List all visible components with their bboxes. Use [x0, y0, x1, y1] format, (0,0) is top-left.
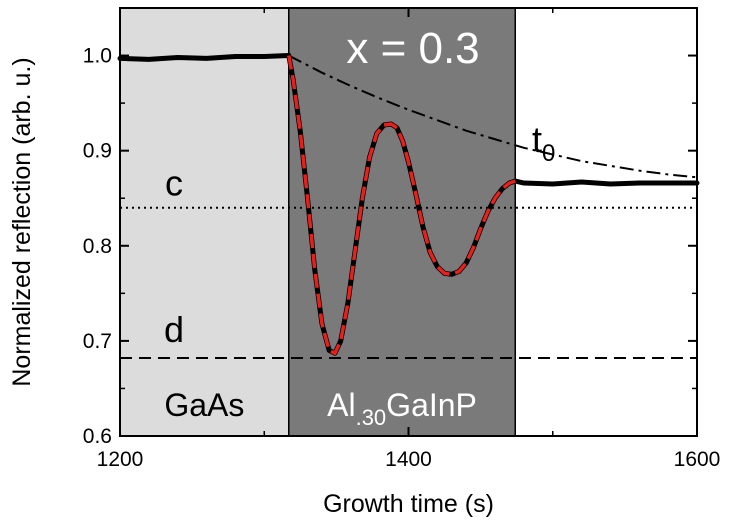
y-tick-label-1.0: 1.0: [83, 45, 112, 68]
region-label-gaas: GaAs: [164, 387, 244, 423]
reference-label-d: d: [164, 309, 184, 350]
reference-label-c: c: [165, 163, 183, 204]
y-axis-label: Normalized reflection (arb. u.): [8, 57, 36, 386]
envelope-curve: [288, 54, 698, 179]
region-label-al: Al: [327, 387, 355, 423]
fit-curve: [287, 55, 516, 356]
region-label-sub: .30: [356, 405, 387, 430]
formula-label: x = 0.3: [346, 24, 479, 73]
x-tick-label-1200: 1200: [97, 448, 144, 471]
region-label-algainp: Al.30GaInP: [327, 387, 477, 430]
envelope-label: t0: [532, 119, 555, 167]
envelope-label-sub: 0: [542, 140, 555, 167]
region-1: [288, 7, 516, 437]
x-axis-label: Growth time (s): [323, 490, 494, 518]
reference-lines: [120, 206, 697, 360]
envelope-curve-group: [288, 54, 698, 179]
series-group: [117, 53, 700, 356]
annotations: x = 0.3 c d t0 GaAs Al.30GaInP: [164, 24, 555, 430]
x-tick-label-1400: 1400: [385, 448, 432, 471]
y-tick-label-0.8: 0.8: [83, 235, 112, 258]
x-tick-label-1600: 1600: [674, 448, 721, 471]
envelope-label-main: t: [532, 119, 542, 160]
growth-regions: [119, 7, 516, 437]
y-tick-label-0.6: 0.6: [83, 425, 112, 448]
y-tick-label-0.7: 0.7: [83, 330, 112, 353]
region-label-rest: GaInP: [386, 387, 477, 423]
y-tick-label-0.9: 0.9: [83, 140, 112, 163]
region-0: [119, 7, 290, 437]
axes: 1200 1400 1600 0.6 0.7 0.8 0.9 1.0: [83, 7, 721, 471]
